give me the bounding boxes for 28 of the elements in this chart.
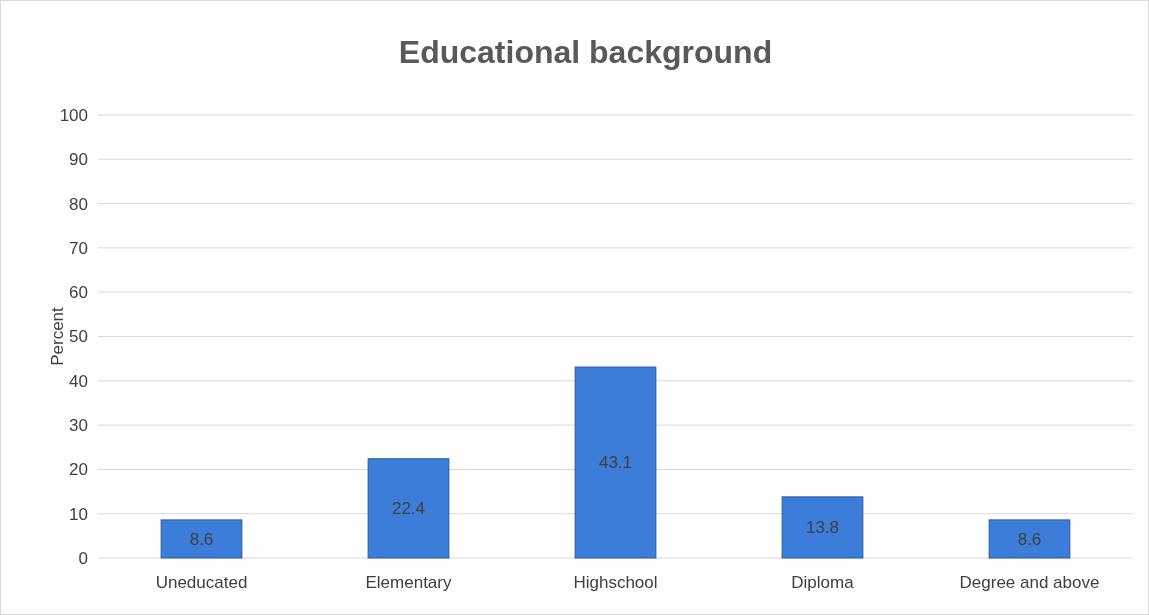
x-tick-label: Degree and above [959, 573, 1100, 592]
y-axis-title: Percent [48, 306, 67, 366]
x-tick-label: Highschool [573, 573, 658, 592]
y-tick-label: 100 [59, 105, 88, 125]
chart-title: Educational background [398, 34, 773, 70]
data-label: 8.6 [1017, 529, 1042, 549]
data-label: 22.4 [391, 499, 426, 519]
x-tick-label: Diploma [791, 573, 855, 592]
y-tick-label: 20 [69, 460, 88, 480]
y-tick-label: 30 [69, 416, 88, 436]
y-tick-label: 80 [69, 194, 88, 214]
y-tick-label: 50 [69, 327, 88, 347]
y-tick-label: 60 [69, 283, 88, 303]
bar [367, 458, 450, 559]
data-label: 43.1 [598, 453, 633, 473]
data-label: 13.8 [805, 518, 840, 538]
y-tick-label: 40 [69, 371, 88, 391]
bar [160, 519, 243, 559]
bar [781, 496, 864, 559]
y-tick-label: 0 [78, 548, 88, 568]
x-tick-label: Uneducated [155, 573, 248, 592]
data-label: 8.6 [189, 529, 214, 549]
y-tick-label: 10 [69, 504, 88, 524]
bar [574, 366, 657, 559]
bar [988, 519, 1071, 559]
x-tick-label: Elementary [365, 573, 452, 592]
y-tick-label: 70 [69, 238, 88, 258]
y-tick-label: 90 [69, 150, 88, 170]
